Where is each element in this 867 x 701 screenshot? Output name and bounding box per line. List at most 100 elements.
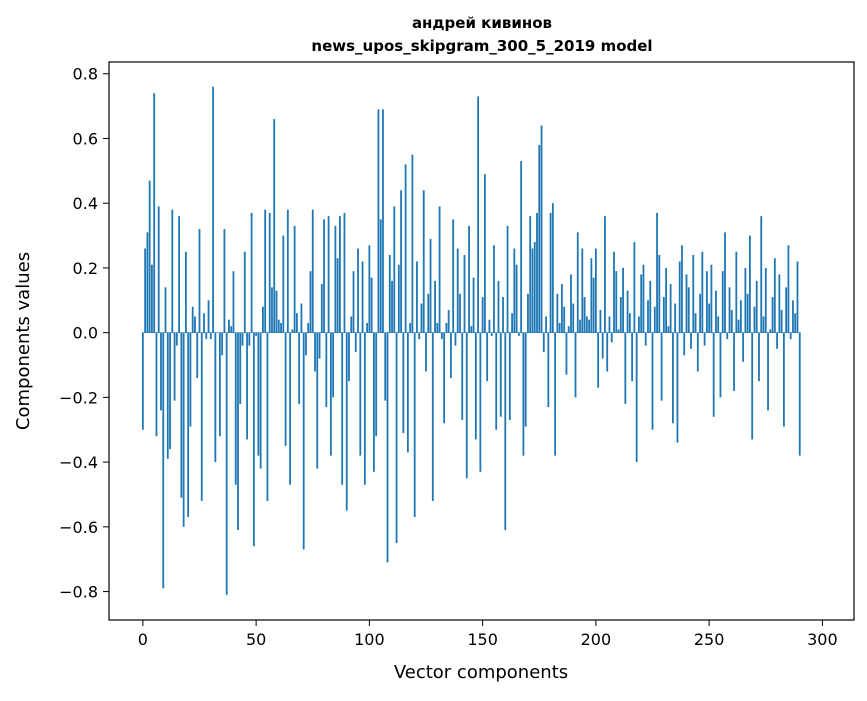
bar <box>606 333 608 372</box>
bar <box>158 206 160 332</box>
bar <box>396 333 398 543</box>
bar <box>280 323 282 333</box>
y-tick-label: −0.4 <box>59 453 98 472</box>
bar <box>425 333 427 372</box>
bar <box>674 304 676 333</box>
bar <box>190 333 192 427</box>
x-axis-label: Vector components <box>394 662 568 683</box>
bar <box>774 258 776 332</box>
bar <box>391 281 393 333</box>
bar <box>312 210 314 333</box>
bar <box>604 216 606 333</box>
bar <box>563 307 565 333</box>
bar <box>436 323 438 333</box>
bar <box>556 294 558 333</box>
x-tick-label: 150 <box>467 630 498 649</box>
bar <box>495 333 497 430</box>
bar <box>575 333 577 398</box>
bar <box>523 333 525 456</box>
bar <box>627 291 629 333</box>
bar <box>595 249 597 333</box>
bar <box>167 333 169 459</box>
bar <box>144 249 146 333</box>
bar <box>538 145 540 333</box>
bar <box>412 155 414 333</box>
bar <box>278 320 280 333</box>
bar <box>357 249 359 333</box>
bar <box>667 326 669 332</box>
bar <box>187 333 189 517</box>
y-tick-label: 0.8 <box>73 65 98 84</box>
x-tick-label: 300 <box>807 630 838 649</box>
bar <box>307 323 309 333</box>
bar <box>534 242 536 333</box>
bar <box>310 271 312 332</box>
bar <box>532 249 534 333</box>
bar <box>459 294 461 333</box>
bar <box>296 313 298 332</box>
bar <box>464 255 466 333</box>
bar <box>679 261 681 332</box>
bar <box>362 261 364 332</box>
bar <box>763 316 765 332</box>
bar <box>452 219 454 332</box>
bar <box>618 329 620 332</box>
bar <box>568 326 570 332</box>
bar <box>645 333 647 346</box>
bar <box>210 333 212 339</box>
bar <box>353 271 355 332</box>
bar <box>180 333 182 498</box>
bar <box>219 333 221 437</box>
bar <box>405 164 407 332</box>
bar <box>552 203 554 332</box>
bar <box>588 320 590 333</box>
bar <box>421 304 423 333</box>
bar <box>434 281 436 333</box>
bar <box>389 255 391 333</box>
bar <box>339 216 341 333</box>
bar <box>185 252 187 333</box>
y-tick-label: −0.2 <box>59 388 98 407</box>
bar <box>785 287 787 332</box>
bar <box>749 236 751 333</box>
bar <box>344 213 346 333</box>
bar <box>264 210 266 333</box>
bar <box>314 333 316 372</box>
bar <box>681 245 683 332</box>
y-tick-label: 0.0 <box>73 324 98 343</box>
bar <box>228 320 230 333</box>
bar <box>484 174 486 333</box>
bar <box>273 119 275 333</box>
x-tick-label: 200 <box>581 630 612 649</box>
bar <box>654 307 656 333</box>
bar <box>527 294 529 333</box>
bar <box>643 265 645 333</box>
bar <box>400 190 402 332</box>
bar <box>402 333 404 433</box>
bar <box>373 333 375 472</box>
bar <box>475 333 477 440</box>
x-tick-label: 100 <box>354 630 385 649</box>
bar <box>257 333 259 456</box>
bar <box>235 333 237 485</box>
bar <box>672 333 674 424</box>
bar <box>509 333 511 420</box>
bar <box>226 333 228 595</box>
bar <box>713 333 715 417</box>
bar <box>663 297 665 333</box>
bar <box>493 245 495 332</box>
bar <box>448 310 450 333</box>
bar <box>341 333 343 485</box>
bar <box>731 310 733 333</box>
bar <box>561 284 563 333</box>
bar <box>382 109 384 332</box>
chart-title-line-2: news_upos_skipgram_300_5_2019 model <box>311 37 652 55</box>
bar <box>409 323 411 333</box>
bar <box>328 216 330 333</box>
bar <box>380 219 382 332</box>
bar <box>457 249 459 333</box>
bar <box>620 297 622 333</box>
bar <box>504 333 506 530</box>
bar <box>355 333 357 352</box>
